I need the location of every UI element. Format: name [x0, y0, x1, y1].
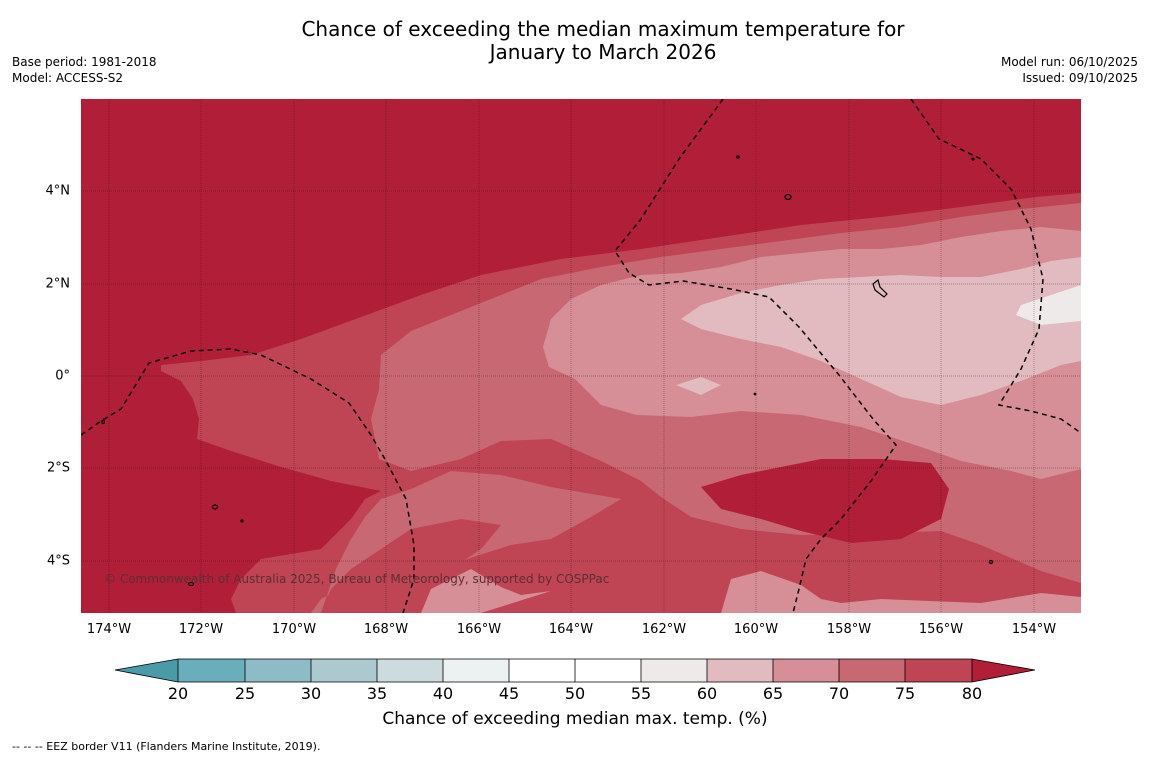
colorbar-swatch-35-40 [377, 659, 443, 682]
colorbar-swatch-60-65 [707, 659, 773, 682]
lon-label-166w: 166°W [456, 622, 502, 637]
map-area [81, 99, 1081, 613]
colorbar-swatch-30-35 [311, 659, 377, 682]
meta-left: Base period: 1981-2018 Model: ACCESS-S2 [12, 54, 157, 86]
colorbar-ticks: 20 25 30 35 40 45 50 55 60 65 70 75 80 [0, 684, 1150, 704]
colorbar-label: Chance of exceeding median max. temp. (%… [382, 709, 768, 729]
lat-label-4s: 4°S [46, 553, 70, 569]
region-65-70-bottom [421, 569, 551, 613]
colorbar-swatch-75-80 [905, 659, 972, 682]
colorbar-tick-75: 75 [894, 684, 916, 703]
colorbar-tick-70: 70 [828, 684, 850, 703]
longitude-axis: 174°W 172°W 170°W 168°W 166°W 164°W 162°… [81, 620, 1081, 640]
islands [100, 155, 994, 587]
latitude-axis: 4°N 2°N 0° 2°S 4°S [0, 99, 71, 613]
model-run: Model run: 06/10/2025 [1000, 55, 1138, 69]
region-75-80-lower [321, 519, 501, 613]
colorbar-swatch-65-70 [773, 659, 839, 682]
colorbar-tick-65: 65 [762, 684, 784, 703]
colorbar-tick-20: 20 [167, 684, 189, 703]
colorbar-swatch-45-50 [509, 659, 575, 682]
lon-label-170w: 170°W [271, 622, 317, 637]
colorbar-swatch-40-45 [443, 659, 509, 682]
colorbar-swatch-70-75 [839, 659, 905, 682]
lon-label-158w: 158°W [826, 622, 872, 637]
colorbar-tick-60: 60 [696, 684, 718, 703]
colorbar-extend-high [972, 659, 1035, 682]
eez-footnote: -- -- -- EEZ border V11 (Flanders Marine… [12, 740, 321, 753]
eez-border-line-1 [81, 348, 415, 613]
lat-label-4n: 4°N [45, 183, 71, 199]
meta-right: Model run: 06/10/2025 Issued: 09/10/2025 [1001, 54, 1138, 86]
title-line-1: Chance of exceeding the median maximum t… [301, 17, 905, 41]
eez-borders [81, 99, 1081, 613]
lon-label-172w: 172°W [178, 622, 224, 637]
lon-label-174w: 174°W [86, 622, 132, 637]
lon-label-160w: 160°W [733, 622, 779, 637]
map-svg [81, 99, 1081, 613]
issued-date: Issued: 09/10/2025 [1022, 71, 1138, 85]
region-65-70-bottom-right [721, 571, 1081, 613]
lat-label-2s: 2°S [46, 460, 70, 476]
colorbar-tick-30: 30 [300, 684, 322, 703]
model-name: Model: ACCESS-S2 [12, 71, 124, 85]
eez-border-line-3 [910, 99, 1081, 434]
colorbar-tick-50: 50 [564, 684, 586, 703]
region-60-65 [681, 257, 1081, 405]
eez-border-line-2 [614, 99, 897, 613]
colorbar-tick-55: 55 [630, 684, 652, 703]
colorbar-extend-low [115, 659, 178, 682]
colorbar [0, 655, 1150, 695]
colorbar-tick-45: 45 [498, 684, 520, 703]
graticule [81, 99, 1081, 613]
lat-label-2n: 2°N [45, 276, 71, 292]
colorbar-swatch-20-25 [178, 659, 245, 682]
colorbar-tick-80: 80 [961, 684, 983, 703]
lon-label-156w: 156°W [918, 622, 964, 637]
region-above-80-blob [701, 459, 949, 543]
lon-label-162w: 162°W [641, 622, 687, 637]
map-title: Chance of exceeding the median maximum t… [250, 18, 956, 64]
lon-label-168w: 168°W [363, 622, 409, 637]
base-period: Base period: 1981-2018 [12, 55, 157, 69]
lon-label-164w: 164°W [548, 622, 594, 637]
lat-label-0: 0° [55, 368, 70, 384]
colorbar-swatch-25-30 [245, 659, 311, 682]
lon-label-154w: 154°W [1011, 622, 1057, 637]
region-55-60 [1016, 285, 1081, 325]
title-line-2: January to March 2026 [489, 40, 717, 64]
colorbar-swatch-55-60 [641, 659, 707, 682]
colorbar-tick-35: 35 [366, 684, 388, 703]
colorbar-tick-40: 40 [432, 684, 454, 703]
colorbar-svg [114, 658, 1036, 683]
colorbar-swatch-50-55 [575, 659, 641, 682]
colorbar-tick-25: 25 [234, 684, 256, 703]
region-60-65-small [676, 377, 721, 395]
copyright-notice: © Commonwealth of Australia 2025, Bureau… [104, 572, 610, 586]
